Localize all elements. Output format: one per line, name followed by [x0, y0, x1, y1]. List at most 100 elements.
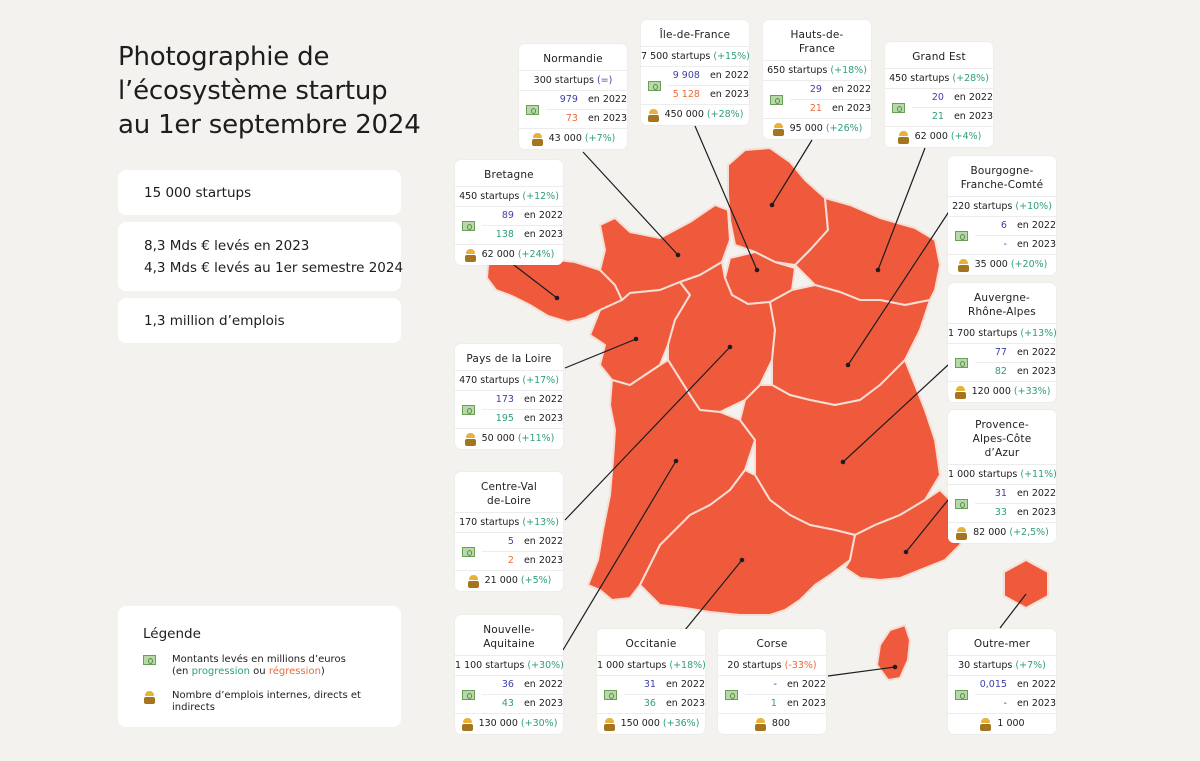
banknote-icon [461, 220, 475, 231]
stat-jobs-text: 1,3 million d’emplois [144, 312, 285, 329]
leader-normandie [582, 151, 679, 256]
card-ara-name-2: Rhône-Alpes [968, 306, 1036, 318]
card-paca-name-2: Alpes-Côte [972, 433, 1032, 445]
card-ara-v2023: 82 [994, 366, 1007, 377]
card-normandie-count: 300 startups [533, 75, 594, 86]
legend-jobs-row: Nombre d’emplois internes, directs et in… [143, 690, 401, 714]
card-cvl-jobs-value: 21 000 [484, 575, 518, 586]
card-ara-y2023: en 2023 [1016, 366, 1056, 377]
banknote-icon [954, 498, 968, 509]
leader-bfc [847, 209, 951, 366]
card-corse-count: 20 startups [727, 660, 782, 671]
stat-startups: 15 000 startups [118, 170, 401, 215]
card-cvl-y2023: en 2023 [523, 555, 563, 566]
card-idf: Île-de-France 7 500 startups (+15%) 9 90… [641, 20, 750, 125]
card-bfc-jobs-value: 35 000 [974, 259, 1008, 270]
card-occitanie-funding: 31 en 2022 36 en 2023 [597, 675, 705, 713]
card-idf-name-1: Île-de-France [659, 29, 731, 41]
card-normandie-startups: 300 startups (=) [519, 70, 627, 90]
dot-occitanie [739, 557, 745, 563]
legend-money-row: Montants levés en millions d’euros (en p… [143, 654, 401, 678]
card-ara-count: 1 700 startups [948, 328, 1018, 339]
worker-icon [464, 248, 477, 262]
card-hdf-jobs: 95 000 (+26%) [763, 118, 871, 139]
banknote-icon [891, 102, 905, 113]
card-ara-y2022: en 2022 [1016, 347, 1056, 358]
card-na-v2022: 36 [501, 679, 514, 690]
card-occitanie-name-1: Occitanie [625, 638, 677, 650]
card-paca-jobs-delta: (+2,5%) [1009, 527, 1049, 538]
card-idf-jobs: 450 000 (+28%) [641, 104, 749, 125]
card-ara-funding: 77 en 2022 82 en 2023 [948, 343, 1056, 381]
card-idf-startups: 7 500 startups (+15%) [641, 46, 750, 66]
card-na-jobs-delta: (+30%) [520, 718, 558, 729]
card-na-jobs-value: 130 000 [478, 718, 518, 729]
leader-corse [827, 666, 896, 677]
card-paca-jobs-value: 82 000 [973, 527, 1007, 538]
dot-paca [903, 549, 909, 555]
dot-na [673, 458, 679, 464]
card-grandest-v2022: 20 [931, 92, 944, 103]
card-paca-delta: (+11%) [1020, 469, 1057, 480]
card-bretagne-funding: 89 en 2022 138 en 2023 [455, 206, 563, 244]
card-grandest-y2022: en 2022 [953, 92, 993, 103]
banknote-icon [143, 655, 156, 665]
card-bfc-y2023: en 2023 [1016, 239, 1056, 250]
card-cvl-jobs-delta: (+5%) [520, 575, 552, 586]
card-bretagne-y2022: en 2022 [523, 210, 563, 221]
card-normandie-delta: (=) [596, 75, 613, 86]
card-bretagne-y2023: en 2023 [523, 229, 563, 240]
card-pdl-jobs-delta: (+11%) [517, 433, 555, 444]
region-outremer [1003, 559, 1049, 609]
card-normandie-name-1: Normandie [543, 53, 603, 65]
card-paca-y2022: en 2022 [1016, 488, 1056, 499]
card-bfc-v2022: 6 [1000, 220, 1007, 231]
card-bfc-y2022: en 2022 [1016, 220, 1056, 231]
card-corse-v2022: - [773, 679, 777, 690]
card-bfc-name-1: Bourgogne- [970, 165, 1034, 177]
card-paca-v2023: 33 [994, 507, 1007, 518]
card-hdf-y2023: en 2023 [831, 103, 871, 114]
card-om: Outre-mer 30 startups (+7%) 0,015 en 2022… [948, 629, 1056, 734]
card-idf-jobs-delta: (+28%) [706, 109, 744, 120]
card-occitanie: Occitanie 1 000 startups (+18%) 31 en 202… [597, 629, 706, 734]
stat-raised-2024: 4,3 Mds € levés au 1er semestre 2024 [144, 259, 404, 276]
dot-grandest [875, 267, 881, 273]
card-occitanie-count: 1 000 startups [597, 660, 667, 671]
worker-icon [979, 717, 992, 731]
card-bretagne-count: 450 startups [459, 191, 520, 202]
card-om-v2022: 0,015 [979, 679, 1007, 690]
card-na-count: 1 100 startups [455, 660, 525, 671]
dot-pdl [633, 336, 639, 342]
card-paca-name-1: Provence- [975, 419, 1029, 431]
card-bfc-jobs-delta: (+20%) [1010, 259, 1048, 270]
card-normandie-y2023: en 2023 [587, 113, 627, 124]
card-normandie-v2023: 73 [565, 113, 578, 124]
card-hdf-delta: (+18%) [830, 65, 867, 76]
leader-paca [905, 499, 949, 553]
leader-bretagne [509, 261, 558, 299]
card-om-count: 30 startups [958, 660, 1013, 671]
card-om-name-1: Outre-mer [973, 638, 1031, 650]
card-pdl-count: 470 startups [459, 375, 520, 386]
worker-icon [772, 122, 785, 136]
dot-idf [754, 267, 760, 273]
legend-close: ) [320, 666, 325, 677]
card-ara-delta: (+13%) [1020, 328, 1057, 339]
card-pdl-name-1: Pays de la Loire [466, 353, 552, 365]
title-line-3: au 1er septembre 2024 [118, 110, 421, 140]
leader-dots [554, 202, 909, 670]
card-bretagne-jobs: 62 000 (+24%) [455, 244, 563, 265]
card-hdf: Hauts-de- France 650 startups (+18%) 29 en… [763, 20, 871, 139]
card-corse-jobs: 800 [718, 713, 826, 734]
card-na-y2023: en 2023 [523, 698, 563, 709]
leader-idf [694, 125, 758, 271]
card-occitanie-v2023: 36 [643, 698, 656, 709]
worker-icon [647, 108, 660, 122]
card-grandest-funding: 20 en 2022 21 en 2023 [885, 88, 993, 126]
legend-open: (en [172, 666, 192, 677]
banknote-icon [461, 689, 475, 700]
card-paca-y2023: en 2023 [1016, 507, 1056, 518]
card-cvl-funding: 5 en 2022 2 en 2023 [455, 532, 563, 570]
card-cvl: Centre-Val de-Loire 170 startups (+13%) 5… [455, 472, 563, 591]
